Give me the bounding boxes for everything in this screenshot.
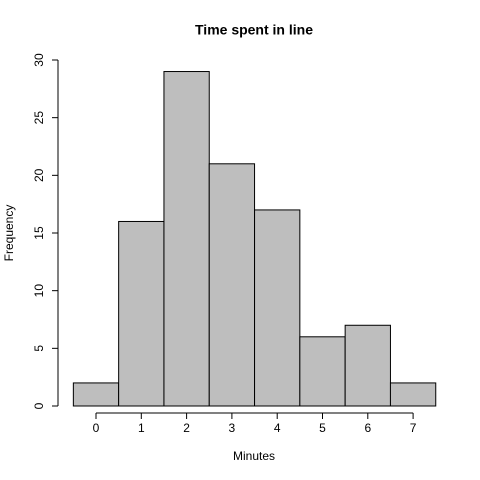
x-tick-label: 2 bbox=[183, 421, 190, 435]
x-tick-label: 1 bbox=[138, 421, 145, 435]
bar bbox=[163, 71, 210, 407]
chart-title: Time spent in line bbox=[195, 22, 313, 38]
x-tick-label: 4 bbox=[274, 421, 281, 435]
bar bbox=[299, 336, 346, 407]
y-axis-label: Frequency bbox=[2, 205, 16, 262]
y-tick-label: 25 bbox=[32, 111, 46, 125]
y-tick-label: 10 bbox=[32, 284, 46, 298]
bar bbox=[389, 382, 437, 407]
bar bbox=[344, 324, 391, 407]
y-tick-label: 30 bbox=[32, 53, 46, 67]
x-tick-label: 5 bbox=[319, 421, 326, 435]
y-tick-label: 5 bbox=[32, 345, 46, 352]
x-axis-label: Minutes bbox=[233, 449, 275, 463]
bar bbox=[208, 163, 256, 407]
x-tick-label: 0 bbox=[93, 421, 100, 435]
y-tick-label: 0 bbox=[32, 402, 46, 409]
y-tick-label: 15 bbox=[32, 226, 46, 240]
bar bbox=[118, 220, 165, 407]
y-tick-label: 20 bbox=[32, 168, 46, 182]
x-tick-label: 3 bbox=[229, 421, 236, 435]
bar bbox=[72, 382, 120, 407]
bar bbox=[254, 209, 301, 407]
x-tick-label: 7 bbox=[410, 421, 417, 435]
x-tick-label: 6 bbox=[364, 421, 371, 435]
